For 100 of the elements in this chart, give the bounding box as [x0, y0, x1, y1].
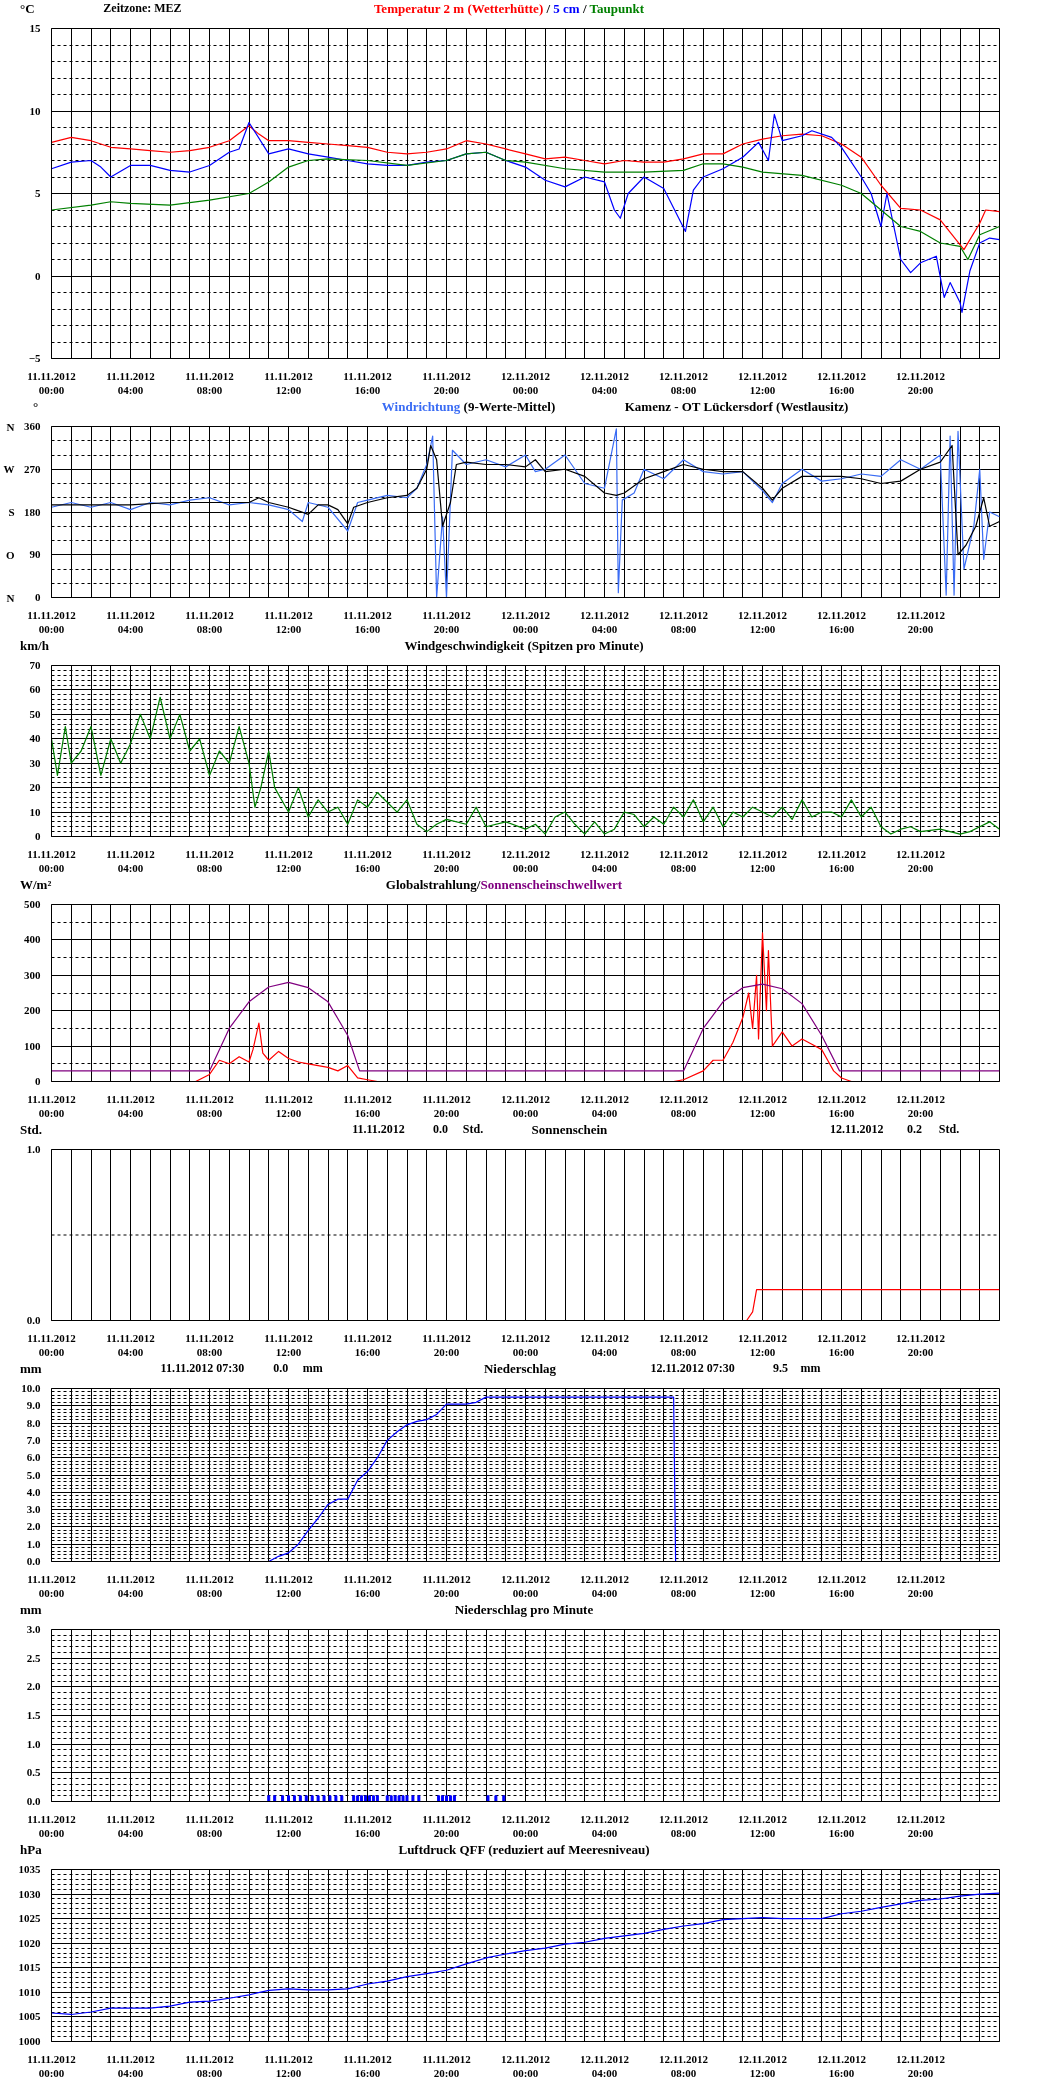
chart-title: Niederschlag — [483, 1360, 557, 1378]
y-tick-label: 70 — [29, 659, 41, 671]
y-tick-label: 5 — [35, 187, 41, 199]
x-tick-label: 11.11.2012 16:00 — [343, 369, 393, 396]
x-tick-label: 12.11.2012 16:00 — [817, 2052, 867, 2079]
x-tick-label: 12.11.2012 00:00 — [501, 1331, 551, 1358]
chart-title: Windgeschwindigkeit (Spitzen pro Minute) — [404, 637, 644, 655]
x-tick-label: 12.11.2012 16:00 — [817, 1572, 867, 1599]
y-tick-label: 9.0 — [26, 1399, 41, 1412]
x-tick-label: 11.11.2012 16:00 — [343, 1812, 393, 1839]
x-tick-label: 12.11.2012 16:00 — [817, 1092, 867, 1119]
x-tick-label: 11.11.2012 20:00 — [422, 1812, 472, 1839]
text: (9-Werte-Mittel) — [463, 399, 556, 414]
y-tick-label: 2.0 — [26, 1520, 41, 1533]
x-tick-label: 12.11.2012 12:00 — [738, 1092, 788, 1119]
x-tick-label: 11.11.2012 20:00 — [422, 847, 472, 874]
x-tick-label: 11.11.2012 16:00 — [343, 608, 393, 635]
y-axis-title: mm — [20, 1601, 42, 1619]
y-tick-label: 0.0 — [26, 1795, 41, 1807]
text: Temperatur 2 m (Wetterhütte) — [373, 1, 544, 16]
x-tick-label: 11.11.2012 12:00 — [264, 1812, 314, 1839]
y-tick-label: 10.0 — [21, 1382, 41, 1394]
text: / — [581, 1, 588, 16]
x-tick-label: 12.11.2012 04:00 — [580, 1331, 630, 1358]
x-tick-label: 11.11.2012 08:00 — [185, 847, 235, 874]
x-tick-label: 11.11.2012 00:00 — [27, 1092, 77, 1119]
x-tick-label: 12.11.2012 12:00 — [738, 2052, 788, 2079]
y-tick-label: 0 — [35, 1075, 41, 1087]
y-axis-title: Std. — [20, 1121, 43, 1139]
x-tick-label: 12.11.2012 00:00 — [501, 1812, 551, 1839]
text: 0.0 — [433, 1121, 449, 1138]
x-tick-label: 12.11.2012 16:00 — [817, 847, 867, 874]
x-tick-label: 11.11.2012 12:00 — [264, 1092, 314, 1119]
y-tick-label: 20 — [29, 781, 41, 794]
y-tick-label: 1035 — [18, 1863, 41, 1875]
x-tick-label: 11.11.2012 20:00 — [422, 1331, 472, 1358]
x-tick-label: 12.11.2012 20:00 — [896, 369, 946, 396]
text: 9.5 — [772, 1360, 788, 1377]
x-tick-label: 11.11.2012 04:00 — [106, 1812, 156, 1839]
x-tick-label: 12.11.2012 20:00 — [896, 1331, 946, 1358]
x-tick-label: 12.11.2012 00:00 — [501, 1572, 551, 1599]
x-tick-label: 12.11.2012 20:00 — [896, 1092, 946, 1119]
x-tick-label: 12.11.2012 00:00 — [501, 847, 551, 874]
chart-title: Luftdruck QFF (reduziert auf Meeresniveau) — [398, 1841, 650, 1859]
x-tick-label: 11.11.2012 20:00 — [422, 1092, 472, 1119]
text: 0.2 — [907, 1121, 923, 1138]
x-tick-label: 11.11.2012 00:00 — [27, 1572, 77, 1599]
y-tick-label: 200 — [24, 1004, 41, 1017]
x-tick-label: 11.11.2012 12:00 — [264, 369, 314, 396]
x-tick-label: 11.11.2012 16:00 — [343, 1092, 393, 1119]
x-tick-label: 12.11.2012 04:00 — [580, 369, 630, 396]
y-tick-label: 1030 — [18, 1887, 41, 1900]
x-tick-label: 11.11.2012 08:00 — [185, 369, 235, 396]
x-tick-label: 12.11.2012 16:00 — [817, 1812, 867, 1839]
y-tick-label: 1015 — [18, 1961, 41, 1974]
y-tick-label: 30 — [29, 756, 41, 769]
x-tick-label: 11.11.2012 20:00 — [422, 1572, 472, 1599]
y-tick-label: 1.0 — [26, 1737, 41, 1750]
text: 5 cm — [553, 1, 580, 16]
y-tick-label: 2.5 — [26, 1651, 41, 1664]
text: 12.11.2012 — [830, 1121, 884, 1138]
x-tick-label: 12.11.2012 16:00 — [817, 608, 867, 635]
x-tick-label: 11.11.2012 04:00 — [106, 369, 156, 396]
x-tick-label: 12.11.2012 12:00 — [738, 608, 788, 635]
x-tick-label: 11.11.2012 08:00 — [185, 1572, 235, 1599]
x-tick-label: 11.11.2012 04:00 — [106, 2052, 156, 2079]
x-tick-label: 11.11.2012 12:00 — [264, 1331, 314, 1358]
y-tick-label: 90 — [29, 548, 41, 561]
x-tick-label: 12.11.2012 08:00 — [659, 1092, 709, 1119]
x-tick-label: 11.11.2012 00:00 — [27, 369, 77, 396]
x-tick-label: 11.11.2012 04:00 — [106, 608, 156, 635]
x-tick-label: 12.11.2012 04:00 — [580, 1812, 630, 1839]
y-tick-label: 0 — [35, 591, 41, 603]
y-tick-label: 1025 — [18, 1912, 41, 1925]
chart-title: Niederschlag pro Minute — [454, 1601, 594, 1619]
text: O — [5, 548, 15, 561]
x-tick-label: 12.11.2012 20:00 — [896, 1812, 946, 1839]
text: N — [6, 420, 15, 433]
y-tick-label: 500 — [24, 898, 41, 910]
y-tick-label: 0.0 — [26, 1314, 41, 1326]
x-tick-label: 11.11.2012 04:00 — [106, 1092, 156, 1119]
text: W — [3, 463, 15, 476]
x-tick-label: 12.11.2012 04:00 — [580, 2052, 630, 2079]
y-tick-label: 0.5 — [26, 1766, 41, 1779]
y-tick-label: 1.0 — [26, 1143, 41, 1155]
text: Taupunkt — [589, 1, 645, 16]
y-tick-label: 10 — [29, 104, 41, 117]
y-axis-title: °C — [20, 0, 35, 18]
x-tick-label: 12.11.2012 08:00 — [659, 2052, 709, 2079]
y-tick-label: 10 — [29, 805, 41, 818]
text: Windrichtung — [381, 399, 461, 414]
y-tick-label: 270 — [24, 462, 41, 475]
text: Zeitzone: MEZ — [103, 0, 182, 17]
y-tick-label: 3.0 — [26, 1623, 41, 1635]
x-tick-label: 12.11.2012 00:00 — [501, 608, 551, 635]
x-tick-label: 11.11.2012 08:00 — [185, 2052, 235, 2079]
chart-title: Sonnenschein — [531, 1121, 608, 1139]
x-tick-label: 12.11.2012 12:00 — [738, 1812, 788, 1839]
y-tick-label: 6.0 — [26, 1451, 41, 1464]
x-tick-label: 11.11.2012 00:00 — [27, 847, 77, 874]
